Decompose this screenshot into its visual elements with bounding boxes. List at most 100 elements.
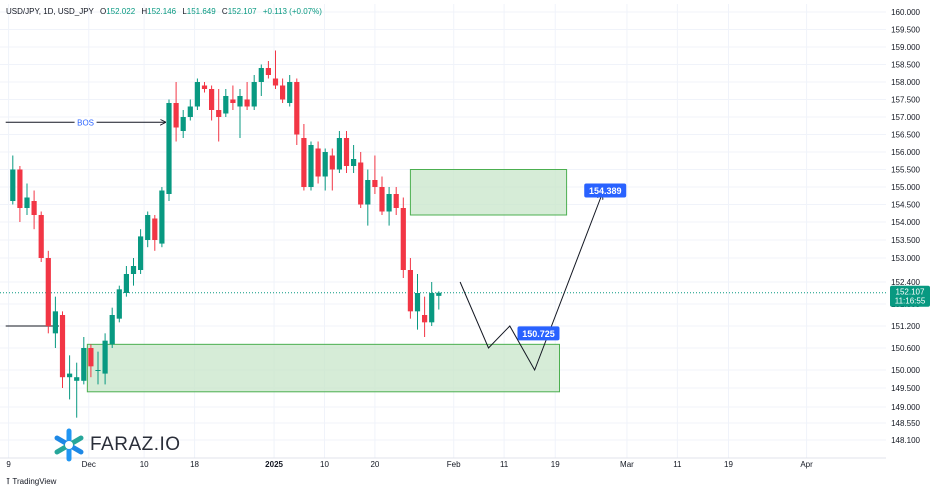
candle-body <box>230 99 236 103</box>
price-tick-label: 148.550 <box>891 419 920 428</box>
retest-label: 150.725 <box>522 329 555 339</box>
price-tick-label: 154.500 <box>891 201 920 210</box>
time-tick-label: 11 <box>673 460 682 469</box>
price-tick-label: 152.400 <box>891 278 920 287</box>
supply-zone <box>409 169 568 216</box>
candle-body <box>159 190 165 244</box>
time-tick-label: 19 <box>551 460 560 469</box>
price-tick-label: 154.000 <box>891 218 920 227</box>
candle-body <box>258 68 264 82</box>
price-tick-label: 159.500 <box>891 26 920 35</box>
symbol-label: USD/JPY, 1D, USD_JPY <box>6 7 94 16</box>
low-label: L <box>182 7 187 16</box>
candle-body <box>294 82 300 135</box>
high-label: H <box>141 7 148 16</box>
target-label: 154.389 <box>589 186 622 196</box>
candle-body <box>59 315 66 378</box>
candle-body <box>400 208 406 270</box>
price-tick-label: 160.000 <box>891 8 920 17</box>
candle-body <box>365 180 371 205</box>
change-value: +0.113 (+0.07%) <box>262 7 322 16</box>
time-tick-label: 10 <box>320 460 329 469</box>
high-value: 152.146 <box>147 7 177 16</box>
open-value: 152.022 <box>106 7 136 16</box>
candle-body <box>372 180 378 187</box>
candle-body <box>393 194 399 208</box>
candle-body <box>130 266 137 274</box>
tradingview-label: TradingView <box>12 477 57 486</box>
price-tick-label: 149.000 <box>891 403 920 412</box>
price-tick-label: 150.600 <box>891 344 920 353</box>
current-price-badge <box>890 285 930 307</box>
candle-body <box>166 103 172 194</box>
price-tick-label: 158.000 <box>891 78 920 87</box>
time-tick-label: 9 <box>6 460 11 469</box>
tradingview-footer[interactable]: ⊺ TradingView <box>6 477 56 486</box>
retest-label-box <box>517 326 560 341</box>
candle-body <box>223 96 229 114</box>
bos-label: BOS <box>77 118 94 127</box>
price-tick-label: 157.000 <box>891 113 920 122</box>
candle-body <box>88 348 94 367</box>
candle-body <box>251 82 257 107</box>
candle-body <box>173 103 179 128</box>
price-tick-label: 150.000 <box>891 366 920 375</box>
open-label: O <box>99 7 107 16</box>
candle-body <box>351 159 357 166</box>
candle-body <box>237 96 243 107</box>
candle-body <box>343 138 350 166</box>
candle-body <box>265 68 271 75</box>
time-tick-label: 18 <box>190 460 199 469</box>
candle-body <box>45 258 51 326</box>
price-tick-label: 153.000 <box>891 254 920 263</box>
candle-body <box>74 377 80 381</box>
candlestick-series <box>10 50 442 418</box>
symbol-legend: USD/JPY, 1D, USD_JPY O152.022 H152.146 L… <box>6 7 322 16</box>
price-target-labels: 154.389 150.725 <box>517 183 627 341</box>
candle-body <box>315 148 321 177</box>
candle-body <box>109 315 115 345</box>
candle-body <box>336 138 342 170</box>
candle-body <box>244 99 250 107</box>
candle-body <box>272 78 279 86</box>
price-tick-label: 149.500 <box>891 384 920 393</box>
candle-body <box>301 138 307 187</box>
current-price-value: 152.107 <box>896 288 925 297</box>
demand-supply-zones <box>86 169 568 393</box>
candle-body <box>429 293 435 323</box>
candle-body <box>187 106 193 117</box>
candle-body <box>52 311 58 334</box>
price-tick-label: 155.000 <box>891 183 920 192</box>
time-tick-label: Apr <box>800 460 813 469</box>
demand-zone <box>86 343 560 393</box>
candle-body <box>180 117 186 131</box>
candle-body <box>17 169 23 208</box>
price-tick-label: 157.500 <box>891 96 920 105</box>
candle-body <box>358 162 364 205</box>
faraz-logo: FARAZ.IO <box>52 428 181 462</box>
price-tick-label: 148.100 <box>891 436 920 445</box>
candle-body <box>145 215 151 240</box>
tradingview-icon: ⊺ <box>6 477 13 486</box>
brand-name: FARAZ.IO <box>90 434 181 455</box>
projection-path <box>459 194 602 372</box>
time-tick-label: 10 <box>140 460 149 469</box>
price-axis[interactable]: 160.000 159.500 159.000 158.500 158.000 157.5… <box>891 8 920 445</box>
price-tick-label: 151.200 <box>891 322 920 331</box>
candle-body <box>38 215 44 258</box>
candle-body <box>329 155 335 170</box>
price-tick-label: 159.000 <box>891 43 920 52</box>
price-tick-label: 153.500 <box>891 236 920 245</box>
time-tick-label: 2025 <box>265 460 283 469</box>
candle-body <box>280 85 286 100</box>
time-axis[interactable]: 9 Dec 10 18 2025 10 20 Feb 11 19 Mar 11 19 Apr <box>0 457 886 469</box>
candle-body <box>322 152 328 177</box>
candle-body <box>123 274 129 293</box>
time-tick-label: Feb <box>447 460 461 469</box>
candle-body <box>414 293 421 312</box>
candle-body <box>138 236 144 270</box>
low-value: 151.649 <box>186 7 216 16</box>
candle-body <box>379 187 385 212</box>
candle-body <box>102 340 108 374</box>
